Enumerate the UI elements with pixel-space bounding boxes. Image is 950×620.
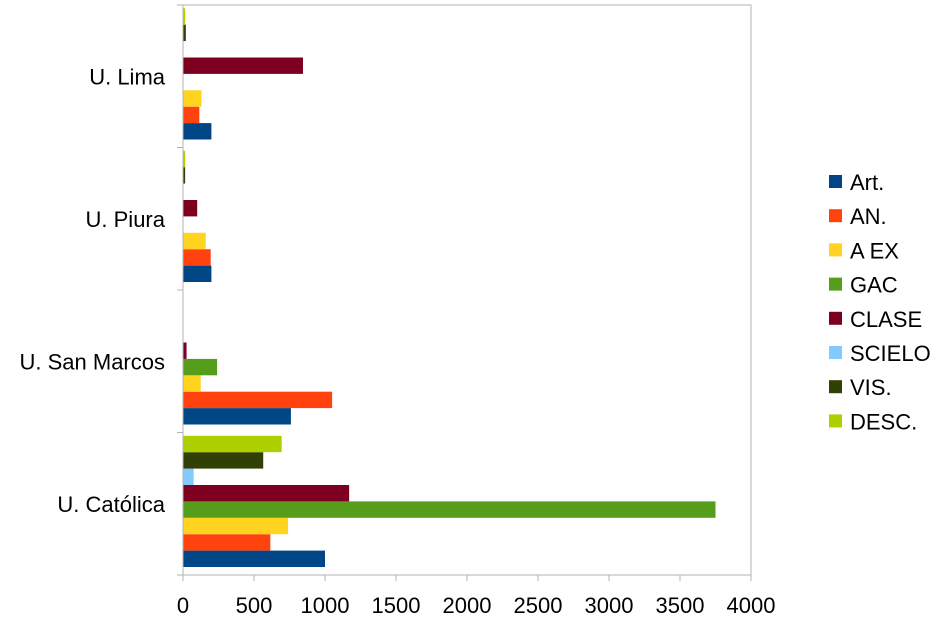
legend-label-gac: GAC xyxy=(850,273,898,298)
bar-clase xyxy=(183,57,303,74)
bar-a-ex xyxy=(183,232,206,250)
legend-label-scielo: SCIELO xyxy=(850,341,931,366)
x-tick-label: 2000 xyxy=(443,593,492,618)
bar-vis xyxy=(183,452,264,469)
legend-swatch-scielo xyxy=(829,346,842,359)
legend-swatch-art xyxy=(829,175,842,188)
bar-an xyxy=(183,106,200,124)
x-tick-label: 1500 xyxy=(372,593,421,618)
bar-art xyxy=(183,123,212,140)
bar-clase xyxy=(183,342,187,359)
category-label: U. Piura xyxy=(86,207,166,232)
legend-swatch-clase xyxy=(829,311,842,325)
legend-label-desc: DESC. xyxy=(850,409,917,434)
legend-label-art: Art. xyxy=(850,170,884,195)
bar-art xyxy=(183,265,212,282)
bar-art xyxy=(183,408,291,425)
x-tick-label: 1000 xyxy=(301,593,350,618)
legend: Art. AN. A EX GAC CLASE SCIELO VIS. DESC. xyxy=(829,170,931,434)
bar-gac xyxy=(183,501,716,518)
legend-label-vis: VIS. xyxy=(850,375,892,400)
legend-swatch-vis xyxy=(829,380,842,394)
bars-group xyxy=(183,8,716,567)
legend-label-a-ex: A EX xyxy=(850,238,899,263)
bar-desc xyxy=(183,150,186,168)
legend-label-an: AN. xyxy=(850,204,887,229)
category-label: U. Lima xyxy=(89,64,166,89)
x-tick-label: 4000 xyxy=(727,593,776,618)
bar-an xyxy=(183,534,271,551)
bar-vis xyxy=(183,24,186,42)
bar-a-ex xyxy=(183,517,289,535)
x-tick-label: 2500 xyxy=(514,593,563,618)
legend-label-clase: CLASE xyxy=(850,307,922,332)
bar-an xyxy=(183,249,211,266)
bar-clase xyxy=(183,200,198,217)
bar-scielo xyxy=(183,468,194,485)
x-tick-label: 3500 xyxy=(656,593,705,618)
bar-vis xyxy=(183,167,186,184)
x-tick-label: 3000 xyxy=(585,593,634,618)
x-tick-label: 500 xyxy=(236,593,273,618)
category-label: U. Católica xyxy=(57,492,165,517)
bar-a-ex xyxy=(183,375,201,392)
legend-swatch-gac xyxy=(829,277,842,291)
bar-desc xyxy=(183,435,282,453)
bar-clase xyxy=(183,485,350,502)
bar-desc xyxy=(183,8,186,25)
legend-swatch-a-ex xyxy=(829,243,842,257)
x-tick-label: 0 xyxy=(177,593,189,618)
bar-an xyxy=(183,391,333,409)
bar-gac xyxy=(183,358,218,376)
legend-swatch-an xyxy=(829,209,842,223)
bar-art xyxy=(183,550,325,567)
x-axis: 0 500 1000 1500 2000 2500 3000 3500 4000 xyxy=(177,574,776,618)
category-label: U. San Marcos xyxy=(20,349,166,374)
bar-a-ex xyxy=(183,90,202,107)
legend-swatch-desc xyxy=(829,414,842,428)
y-axis: U. Católica U. San Marcos U. Piura U. Lima xyxy=(20,4,184,576)
